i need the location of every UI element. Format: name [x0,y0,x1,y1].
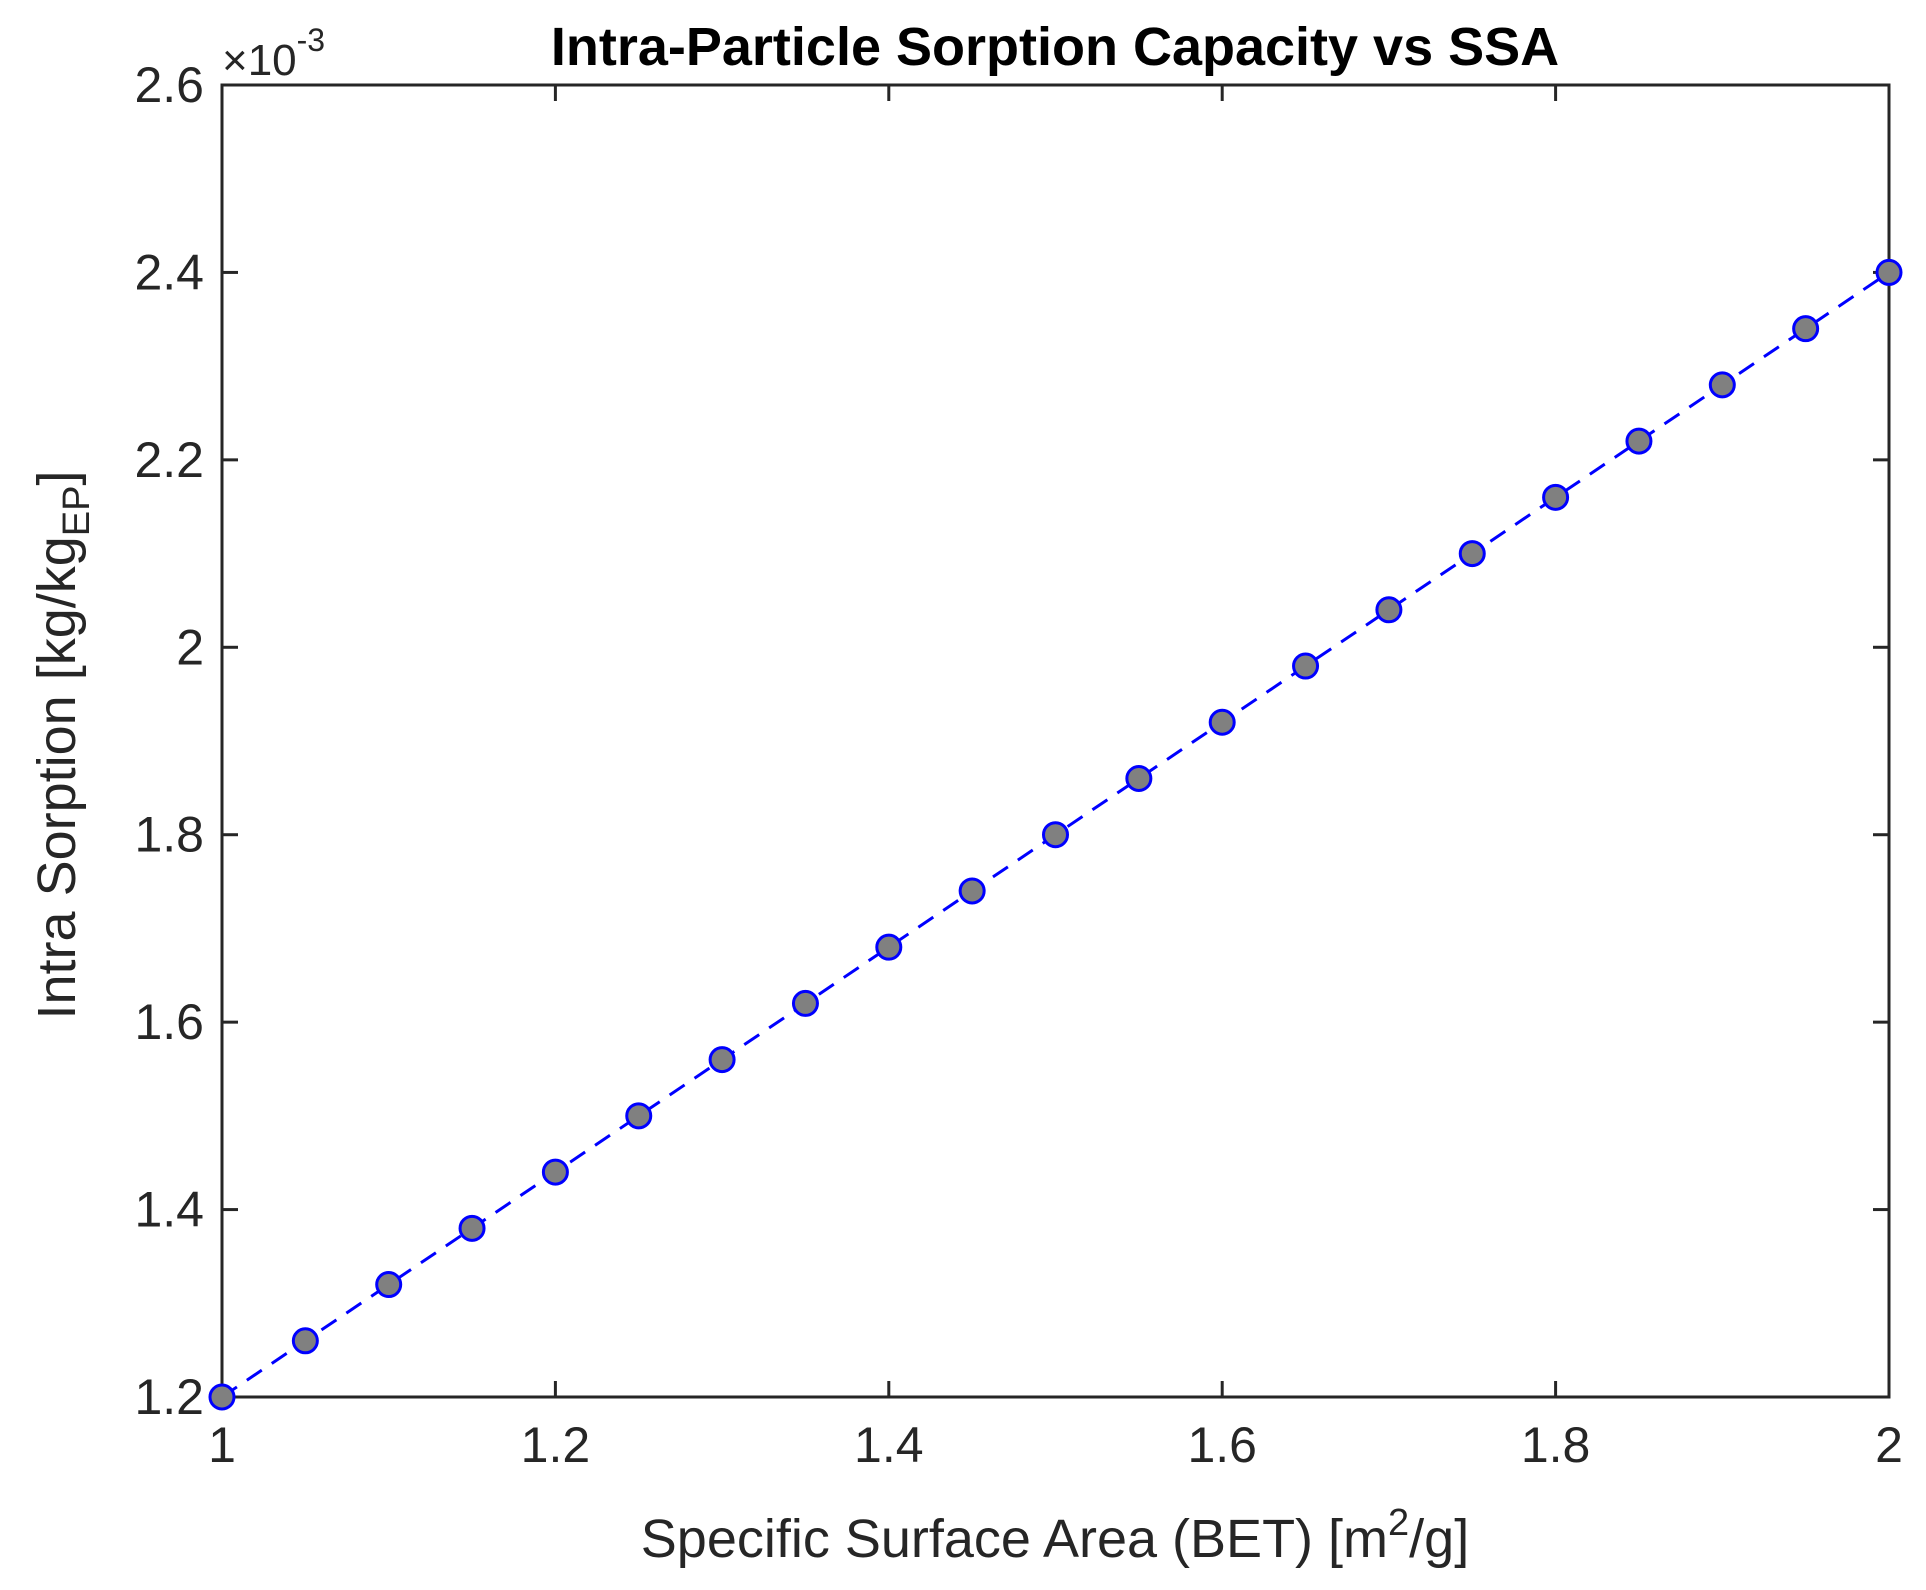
data-point [458,1214,486,1242]
data-point [1458,540,1486,568]
x-tick-label: 1.6 [1187,1417,1257,1473]
data-point [1792,315,1820,343]
data-point [1292,652,1320,680]
axes: 1 1.2 1.4 1.6 1.8 21.21.41.61.822.22.42.6 [134,57,1902,1473]
data-point [1125,764,1153,792]
data-point [291,1327,319,1355]
data-point [625,1102,653,1130]
y-exponent-prefix: ×10 [222,36,297,85]
x-tick-label: 2 [1875,1417,1903,1473]
chart-title: Intra-Particle Sorption Capacity vs SSA [551,17,1559,77]
y-exponent-power: -3 [297,22,325,58]
y-tick-label: 2.2 [134,432,204,488]
y-tick-label: 2.6 [134,57,204,113]
x-tick-label: 1.8 [1521,1417,1591,1473]
x-axis-label-main: Specific Surface Area (BET) [m [641,1509,1388,1569]
data-point [708,1046,736,1074]
y-tick-label: 1.2 [134,1369,204,1425]
x-axis-label-tail: /g] [1409,1509,1469,1569]
y-tick-label: 1.6 [134,994,204,1050]
x-axis-label: Specific Surface Area (BET) [m2/g] [641,1502,1469,1569]
x-tick-label: 1.2 [521,1417,591,1473]
y-axis-exponent: ×10-3 [222,22,325,85]
y-tick-label: 1.8 [134,807,204,863]
x-tick-label: 1 [208,1417,236,1473]
data-point [375,1271,403,1299]
data-point [1625,427,1653,455]
data-point [208,1383,236,1411]
data-point [1208,708,1236,736]
data-point [541,1158,569,1186]
plot-area-box [220,83,1891,1399]
data-point [1542,483,1570,511]
data-point [875,933,903,961]
x-tick-label: 1.4 [854,1417,924,1473]
y-tick-label: 2 [176,619,204,675]
data-point [1042,821,1069,849]
y-axis-label-sub: EP [56,486,98,537]
data-point [791,989,819,1017]
y-axis-label: Intra Sorption [kg/kgEP] [27,471,98,1020]
data-point [1375,596,1403,624]
data-point [1708,371,1736,399]
y-axis-label-main: Intra Sorption [kg/kg [27,536,87,1019]
y-axis-label-tail: ] [27,471,87,486]
data-point [1875,258,1903,286]
y-tick-label: 2.4 [134,244,204,300]
data-series [208,258,1903,1411]
data-point [958,877,986,905]
x-axis-label-sup: 2 [1388,1502,1409,1544]
y-tick-label: 1.4 [134,1182,204,1238]
